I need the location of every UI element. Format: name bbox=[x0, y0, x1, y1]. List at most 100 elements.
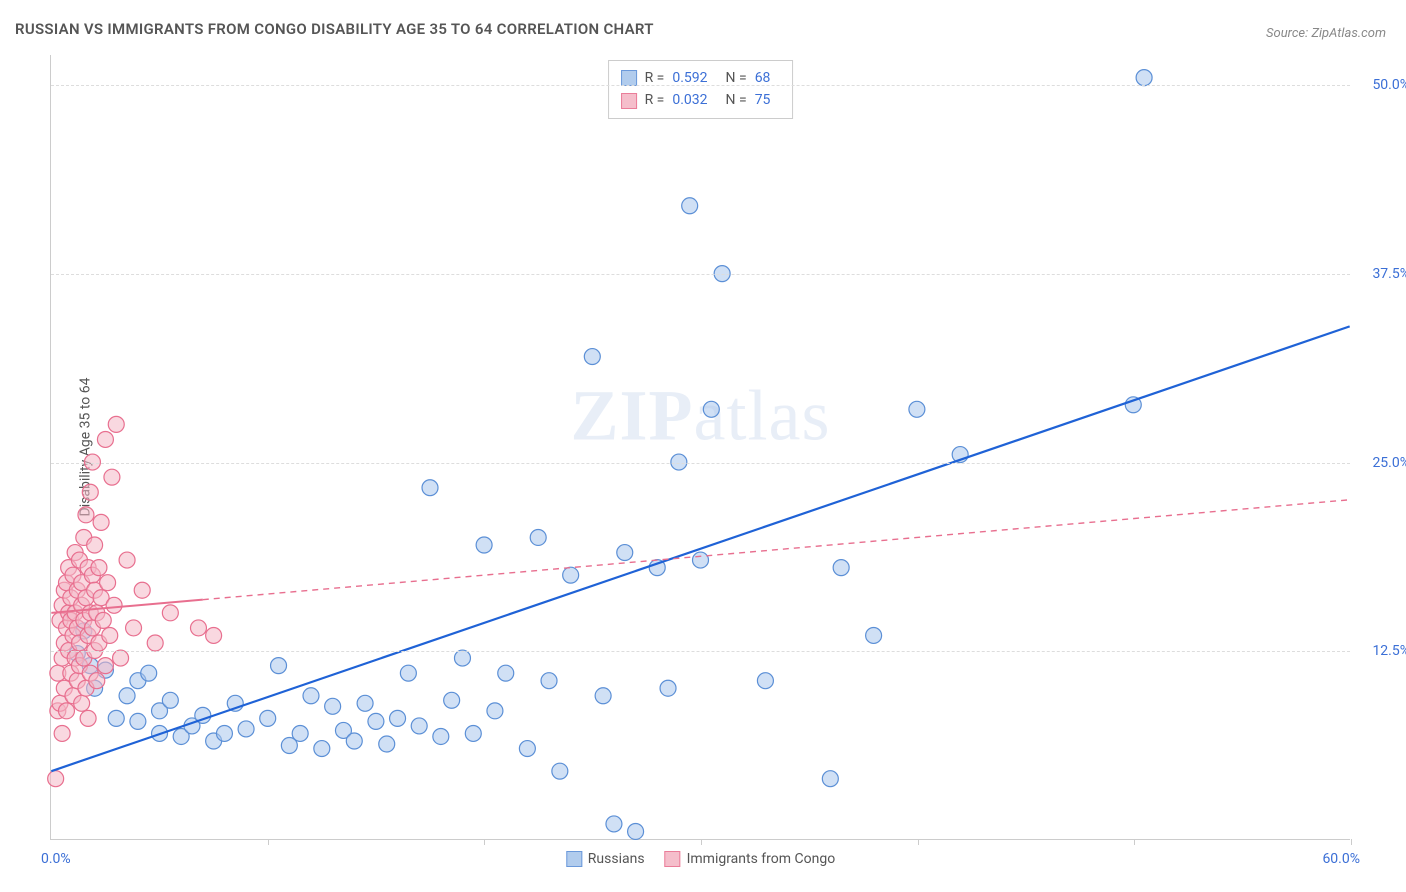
data-point bbox=[454, 650, 470, 666]
data-point bbox=[1136, 70, 1152, 86]
data-point bbox=[102, 627, 118, 643]
data-point bbox=[162, 605, 178, 621]
swatch-series1 bbox=[621, 70, 637, 86]
stats-row-series2: R = 0.032 N = 75 bbox=[621, 89, 781, 111]
data-point bbox=[682, 198, 698, 214]
trend-line bbox=[51, 326, 1349, 771]
data-point bbox=[58, 703, 74, 719]
y-tick-label: 25.0% bbox=[1355, 455, 1406, 471]
x-axis-min-label: 0.0% bbox=[41, 851, 71, 867]
data-point bbox=[530, 529, 546, 545]
data-point bbox=[379, 736, 395, 752]
data-point bbox=[106, 597, 122, 613]
data-point bbox=[563, 567, 579, 583]
swatch-series2 bbox=[621, 93, 637, 109]
x-tick bbox=[918, 839, 919, 845]
r-label: R = bbox=[645, 89, 665, 111]
data-point bbox=[260, 710, 276, 726]
data-point bbox=[390, 710, 406, 726]
data-point bbox=[108, 710, 124, 726]
data-point bbox=[54, 725, 70, 741]
data-point bbox=[617, 545, 633, 561]
y-tick-label: 12.5% bbox=[1355, 643, 1406, 659]
data-point bbox=[400, 665, 416, 681]
data-point bbox=[833, 560, 849, 576]
data-point bbox=[126, 620, 142, 636]
source-label: Source: bbox=[1266, 26, 1308, 41]
data-point bbox=[444, 692, 460, 708]
data-point bbox=[584, 349, 600, 365]
data-point bbox=[422, 480, 438, 496]
data-point bbox=[292, 725, 308, 741]
n-label: N = bbox=[726, 89, 747, 111]
data-point bbox=[147, 635, 163, 651]
correlation-stats-box: R = 0.592 N = 68 R = 0.032 N = 75 bbox=[608, 60, 794, 119]
data-point bbox=[552, 763, 568, 779]
data-point bbox=[93, 514, 109, 530]
legend: Russians Immigrants from Congo bbox=[566, 851, 835, 867]
data-point bbox=[703, 401, 719, 417]
data-point bbox=[48, 771, 64, 787]
data-point bbox=[216, 725, 232, 741]
data-point bbox=[693, 552, 709, 568]
data-point bbox=[465, 725, 481, 741]
data-point bbox=[476, 537, 492, 553]
data-point bbox=[541, 673, 557, 689]
data-point bbox=[141, 665, 157, 681]
data-point bbox=[130, 713, 146, 729]
data-point bbox=[74, 695, 90, 711]
legend-item-series2: Immigrants from Congo bbox=[665, 851, 836, 867]
data-point bbox=[82, 484, 98, 500]
data-point bbox=[97, 431, 113, 447]
grid-line bbox=[51, 274, 1350, 275]
n-value-series2: 75 bbox=[755, 89, 771, 111]
data-point bbox=[271, 658, 287, 674]
trend-line-extrapolated bbox=[203, 500, 1350, 600]
x-tick bbox=[484, 839, 485, 845]
data-point bbox=[346, 733, 362, 749]
chart-plot-area: Disability Age 35 to 64 ZIPatlas R = 0.5… bbox=[50, 55, 1350, 840]
data-point bbox=[411, 718, 427, 734]
data-point bbox=[87, 537, 103, 553]
data-point bbox=[78, 507, 94, 523]
legend-label-series1: Russians bbox=[588, 851, 645, 867]
data-point bbox=[89, 673, 105, 689]
x-tick bbox=[268, 839, 269, 845]
data-point bbox=[314, 741, 330, 757]
grid-line bbox=[51, 463, 1350, 464]
grid-line bbox=[51, 85, 1350, 86]
data-point bbox=[628, 823, 644, 839]
data-point bbox=[822, 771, 838, 787]
data-point bbox=[606, 816, 622, 832]
grid-line bbox=[51, 651, 1350, 652]
data-point bbox=[80, 710, 96, 726]
data-point bbox=[433, 728, 449, 744]
data-point bbox=[519, 741, 535, 757]
data-point bbox=[100, 575, 116, 591]
data-point bbox=[91, 560, 107, 576]
x-tick bbox=[1351, 839, 1352, 845]
data-point bbox=[119, 552, 135, 568]
x-tick bbox=[1134, 839, 1135, 845]
data-point bbox=[325, 698, 341, 714]
data-point bbox=[368, 713, 384, 729]
legend-swatch-series2 bbox=[665, 851, 681, 867]
x-tick bbox=[701, 839, 702, 845]
data-point bbox=[660, 680, 676, 696]
data-point bbox=[113, 650, 129, 666]
data-point bbox=[757, 673, 773, 689]
source-value: ZipAtlas.com bbox=[1311, 26, 1386, 41]
legend-label-series2: Immigrants from Congo bbox=[687, 851, 836, 867]
data-point bbox=[206, 627, 222, 643]
data-point bbox=[97, 658, 113, 674]
data-point bbox=[866, 627, 882, 643]
y-tick-label: 50.0% bbox=[1355, 77, 1406, 93]
data-point bbox=[303, 688, 319, 704]
x-axis-max-label: 60.0% bbox=[1322, 851, 1360, 867]
chart-title: RUSSIAN VS IMMIGRANTS FROM CONGO DISABIL… bbox=[15, 20, 654, 38]
data-point bbox=[104, 469, 120, 485]
data-point bbox=[595, 688, 611, 704]
data-point bbox=[134, 582, 150, 598]
data-point bbox=[108, 416, 124, 432]
legend-item-series1: Russians bbox=[566, 851, 645, 867]
